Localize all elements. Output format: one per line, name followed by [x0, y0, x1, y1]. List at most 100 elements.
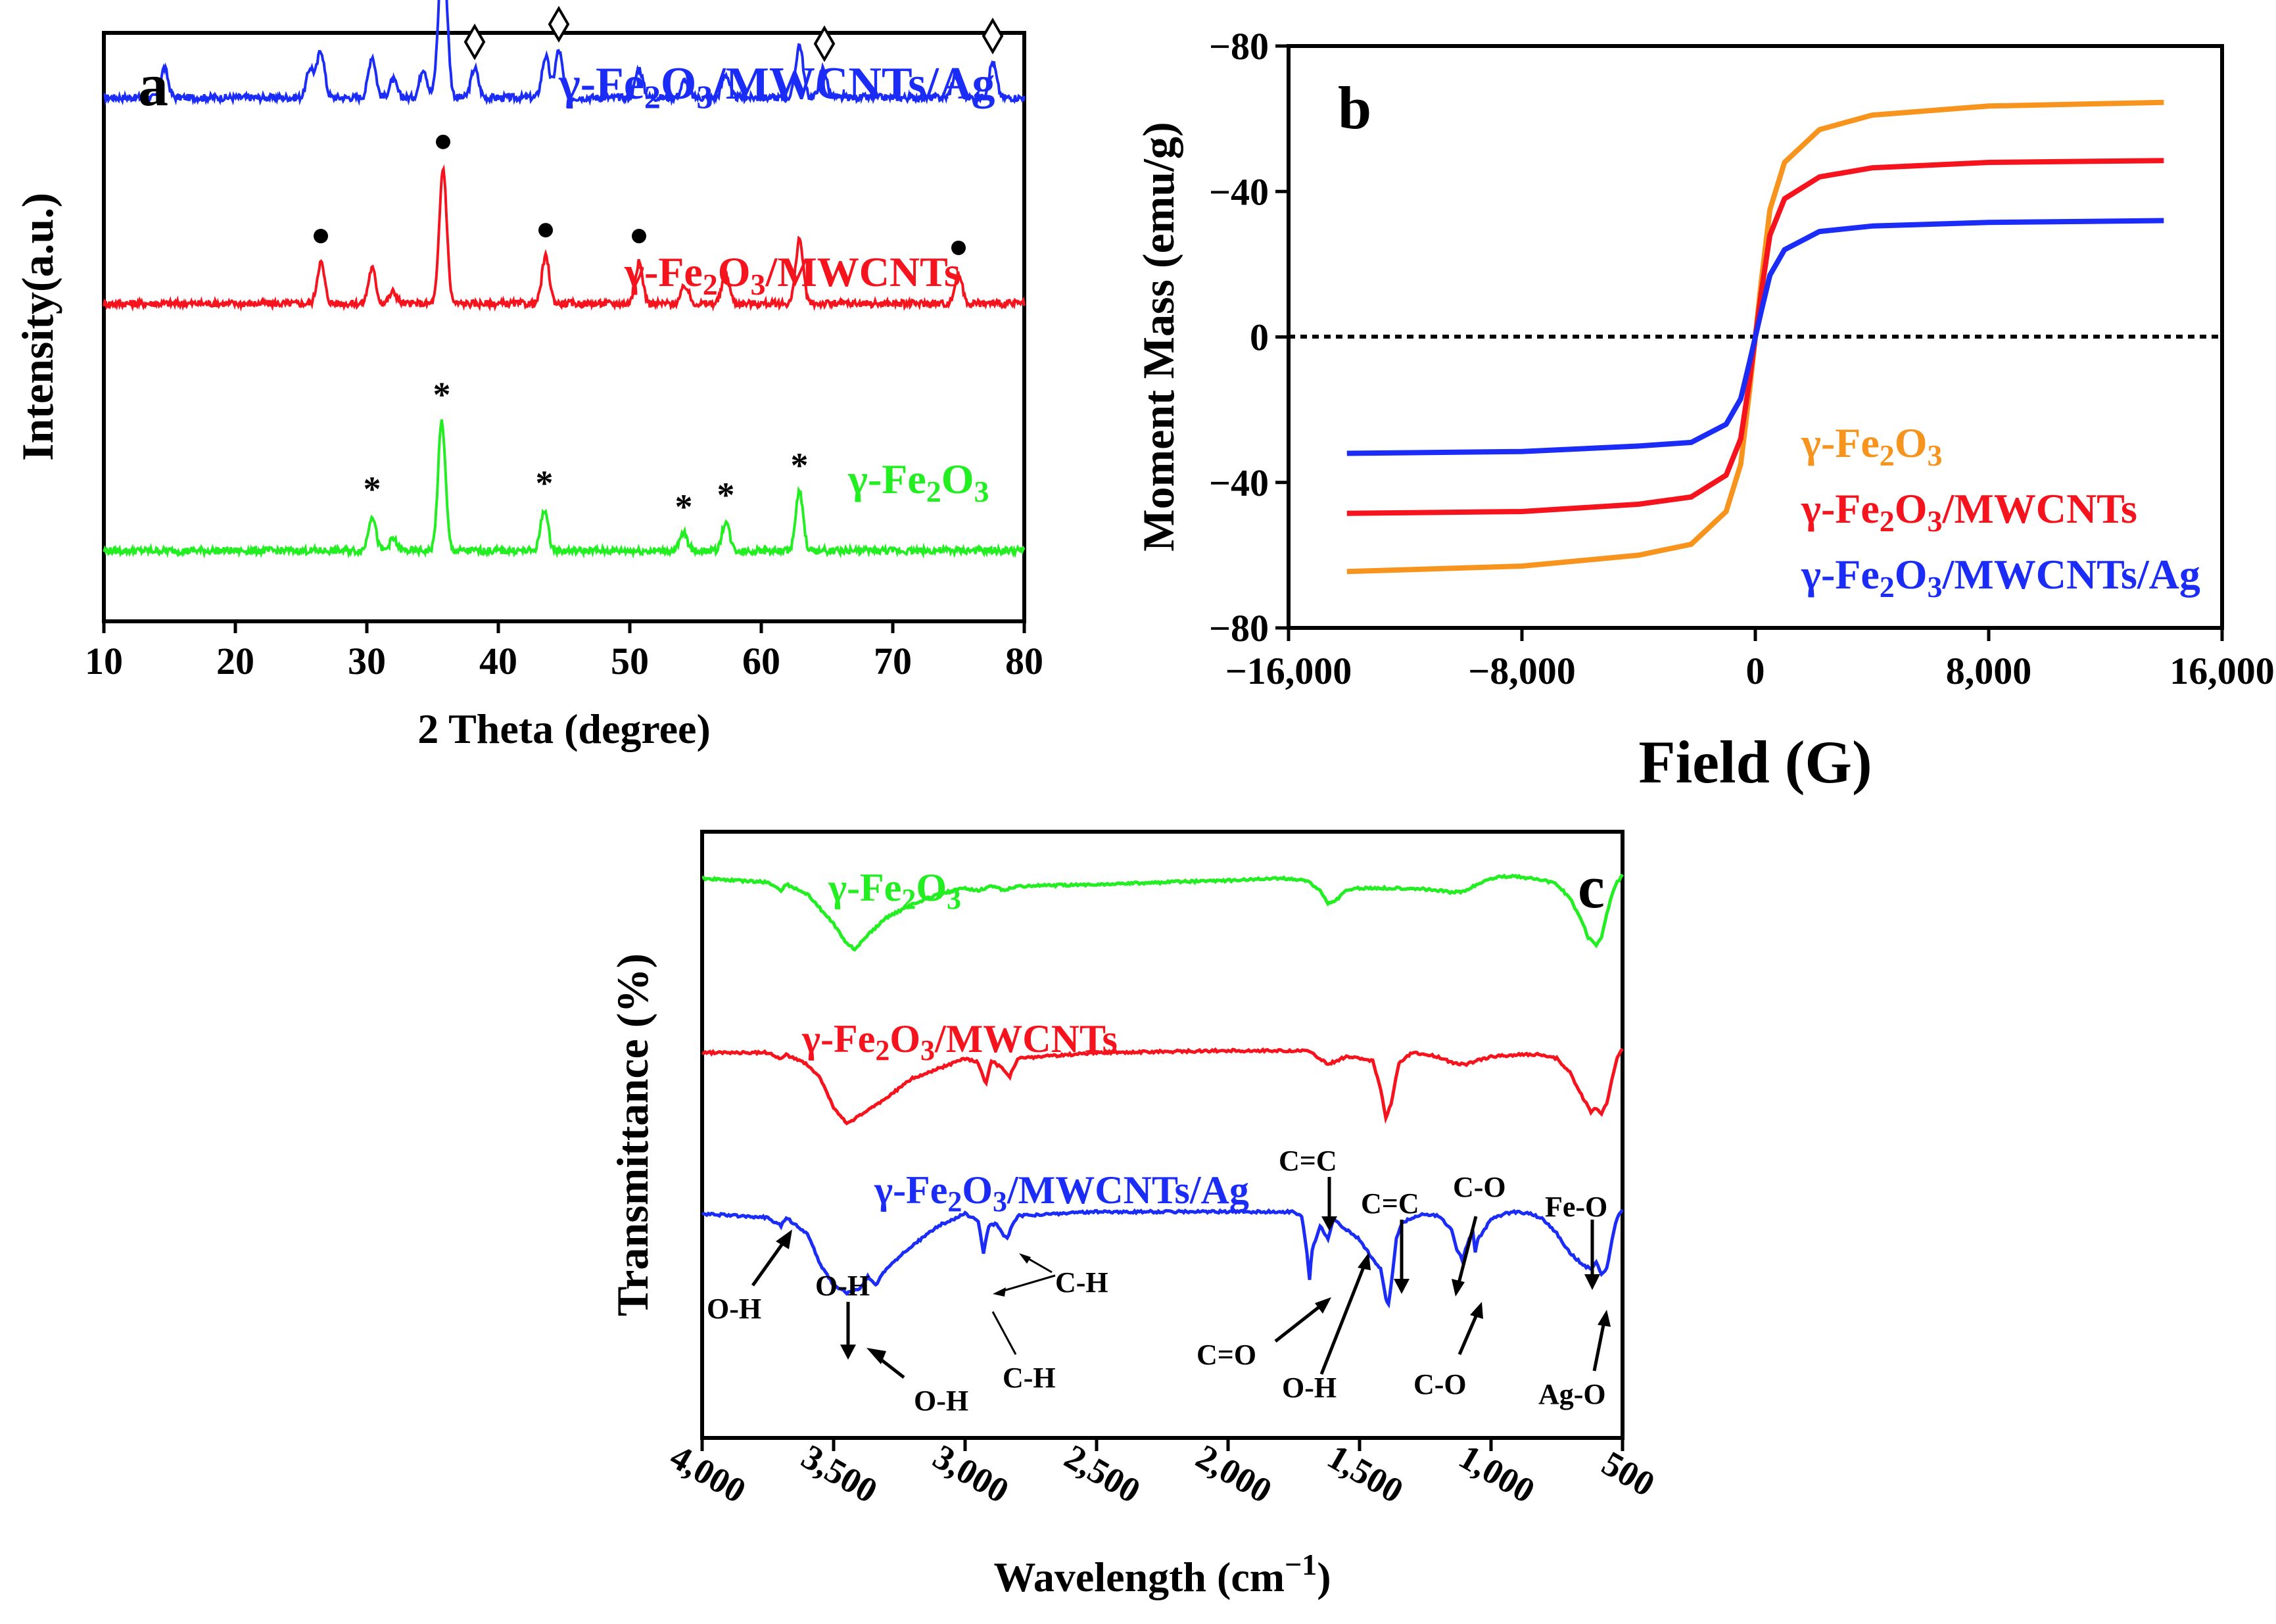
panel-a-label-fe2o3-mwcnts: γ-Fe2O3/MWCNTs	[624, 249, 960, 301]
annotation-feo: Fe-O	[1545, 1191, 1607, 1290]
panel-c-curves	[701, 873, 1624, 1309]
x-tick-label: 1,000	[1452, 1437, 1541, 1511]
svg-text:O-H: O-H	[1282, 1372, 1337, 1404]
x-tick-label: 4,000	[663, 1437, 752, 1511]
panel-b-legend-fe2o3-mwcnts-ag: γ-Fe2O3/MWCNTs/Ag	[1801, 551, 2200, 604]
panel-b: −16,000 −8,000 0 8,000 16,000 −80 −40 0 −40 −80 b…	[1133, 25, 2275, 796]
annotation-oh-2: O-H	[815, 1270, 870, 1360]
xrd-series-gamma-fe2o3-mwcnts-ag	[103, 0, 1026, 107]
y-tick-label: −40	[1209, 170, 1269, 213]
y-tick-label: −40	[1209, 462, 1269, 504]
peak-marker-dot	[436, 134, 450, 149]
annotation-ch-1: C-H	[991, 1274, 1056, 1394]
peak-marker-diamond	[463, 23, 486, 60]
panel-b-curves	[1346, 99, 2164, 575]
panel-b-x-axis-label: Field (G)	[1638, 728, 1872, 796]
svg-text:Ag-O: Ag-O	[1538, 1378, 1606, 1410]
x-tick-label: 70	[874, 640, 912, 682]
annotation-cc-2: C=C	[1361, 1187, 1419, 1294]
peak-marker-asterisk: *	[433, 375, 451, 415]
x-tick-label: 2,500	[1058, 1437, 1147, 1511]
peak-marker-asterisk: *	[364, 469, 381, 509]
panel-c-x-axis-label: Wavelength (cm−1)	[993, 1548, 1331, 1600]
panel-a-x-axis-label: 2 Theta (degree)	[417, 705, 711, 752]
x-tick-label: 16,000	[2169, 650, 2275, 692]
svg-text:Fe-O: Fe-O	[1545, 1191, 1607, 1223]
x-tick-label: −16,000	[1225, 650, 1352, 692]
panel-c-label-fe2o3-mwcnts-ag: γ-Fe2O3/MWCNTs/Ag	[874, 1168, 1249, 1218]
x-tick-label: 8,000	[1946, 650, 2032, 692]
xrd-series-gamma-fe2o3-mwcnts	[103, 164, 1026, 312]
panel-a-label-fe2o3-mwcnts-ag: γ-Fe2O3/MWCNTs/Ag	[558, 59, 995, 115]
x-tick-label: 40	[479, 640, 517, 682]
y-tick-label: 0	[1250, 316, 1269, 359]
x-tick-label: 3,500	[795, 1437, 884, 1511]
panel-a-letter: a	[138, 51, 168, 118]
ftir-series-gamma-fe2o3	[701, 873, 1624, 952]
panel-b-legend-fe2o3: γ-Fe2O3	[1801, 419, 1943, 472]
panel-c: 4,000 3,500 3,000 2,500 2,000 1,500 1,000 500 c…	[607, 830, 1661, 1600]
svg-text:O-H: O-H	[914, 1385, 968, 1417]
annotation-oh-3: O-H	[866, 1348, 968, 1417]
svg-text:O-H: O-H	[707, 1293, 761, 1325]
peak-marker-dot	[538, 223, 553, 238]
svg-text:C-H: C-H	[1055, 1266, 1108, 1299]
svg-text:C=C: C=C	[1279, 1145, 1337, 1177]
svg-text:C-O: C-O	[1453, 1171, 1506, 1203]
peak-marker-asterisk: *	[791, 446, 809, 485]
panel-b-letter: b	[1338, 74, 1371, 141]
annotation-co-1: C-O	[1452, 1171, 1506, 1297]
y-tick-label: −80	[1209, 25, 1269, 68]
annotation-co-2: C-O	[1413, 1302, 1483, 1400]
x-tick-label: 50	[611, 640, 649, 682]
x-tick-label: 0	[1746, 650, 1765, 692]
panel-c-annotations: O-H O-H O-H C-H C-H C=O C=C C=C O-H C-O …	[707, 1145, 1611, 1417]
peak-marker-dot	[632, 229, 646, 244]
panel-c-label-fe2o3-mwcnts: γ-Fe2O3/MWCNTs	[801, 1017, 1118, 1066]
peak-marker-asterisk: *	[675, 487, 693, 527]
peak-marker-dot	[951, 240, 966, 255]
panel-b-y-axis-label: Moment Mass (emu/g)	[1133, 122, 1183, 551]
peak-marker-asterisk: *	[536, 464, 554, 503]
panel-a-x-ticks: 10 20 30 40 50 60 70 80	[85, 621, 1043, 682]
panel-b-ticks: −16,000 −8,000 0 8,000 16,000 −80 −40 0 −40 −80	[1209, 25, 2275, 692]
panel-a-peak-markers: * * * * * *	[314, 5, 1004, 527]
peak-marker-diamond	[982, 17, 1004, 55]
xrd-series-gamma-fe2o3	[103, 419, 1026, 560]
annotation-oh-1: O-H	[707, 1230, 792, 1325]
y-tick-label: −80	[1209, 607, 1269, 650]
ftir-series-gamma-fe2o3-mwcnts	[701, 1047, 1624, 1126]
peak-marker-diamond	[813, 25, 836, 62]
panel-a-y-axis-label: Intensity(a.u.)	[12, 193, 62, 461]
x-tick-label: 2,000	[1189, 1437, 1278, 1511]
svg-text:C=O: C=O	[1197, 1339, 1256, 1371]
x-tick-label: 30	[348, 640, 386, 682]
panel-c-y-axis-label: Transmittance (%)	[607, 953, 657, 1316]
x-tick-label: 60	[742, 640, 780, 682]
annotation-ch-2: C-H	[1019, 1253, 1108, 1299]
peak-marker-dot	[314, 229, 328, 244]
x-tick-label: −8,000	[1468, 650, 1576, 692]
x-tick-label: 20	[216, 640, 254, 682]
x-tick-label: 3,000	[926, 1437, 1015, 1511]
panel-c-letter: c	[1578, 853, 1605, 920]
panel-a-curves	[103, 0, 1026, 560]
panel-a-label-fe2o3: γ-Fe2O3	[847, 456, 989, 508]
panel-c-frame	[700, 830, 1624, 1440]
svg-text:C-H: C-H	[1003, 1362, 1056, 1394]
x-tick-label: 1,500	[1321, 1437, 1410, 1511]
panel-b-legend-fe2o3-mwcnts: γ-Fe2O3/MWCNTs	[1801, 485, 2137, 538]
panel-a: * * * * * * 10 20 30 40 50 60 70 80 a γ-Fe2O3/MWCNTs…	[12, 0, 1043, 752]
x-tick-label: 10	[85, 640, 123, 682]
annotation-cc-1: C=C	[1279, 1145, 1337, 1231]
panel-c-x-ticks: 4,000 3,500 3,000 2,500 2,000 1,500 1,000 500	[663, 1437, 1661, 1511]
svg-text:C=C: C=C	[1361, 1187, 1419, 1220]
annotation-oh-4: O-H	[1282, 1253, 1371, 1404]
annotation-ago: Ag-O	[1538, 1310, 1611, 1410]
vsm-series-gamma-fe2o3-mwcnts-ag	[1346, 218, 2164, 456]
panel-c-label-fe2o3: γ-Fe2O3	[828, 866, 961, 915]
svg-text:C-O: C-O	[1413, 1368, 1467, 1400]
panel-a-frame	[102, 31, 1026, 623]
ftir-series-gamma-fe2o3-mwcnts-ag	[701, 1208, 1624, 1309]
